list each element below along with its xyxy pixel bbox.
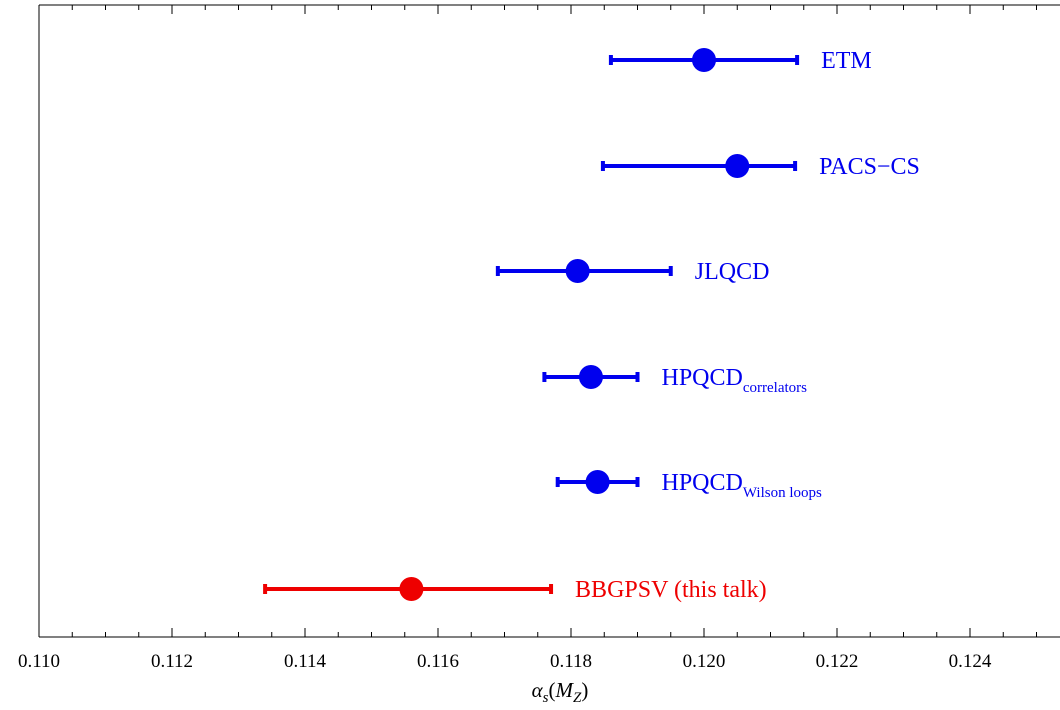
x-tick-label: 0.118 — [550, 651, 592, 672]
plot-frame — [38, 4, 1060, 638]
data-point-group: JLQCD — [495, 259, 770, 285]
x-axis-tick-labels: 0.110 0.112 0.114 0.116 0.118 0.120 0.122 0.124 — [18, 651, 992, 672]
data-point-label: HPQCDWilson loops — [662, 470, 823, 501]
x-tick-label: 0.112 — [151, 651, 193, 672]
data-point-marker — [565, 259, 590, 283]
data-point-label-main: BBGPSV (this talk) — [575, 577, 767, 603]
xlabel-open: ( — [549, 678, 556, 702]
data-point-label: JLQCD — [695, 259, 770, 285]
data-point-label-main: HPQCD — [662, 365, 743, 391]
data-point-label: PACS−CS — [819, 154, 920, 180]
data-point-group: HPQCDWilson loops — [555, 470, 823, 501]
data-point-marker — [692, 48, 716, 72]
x-tick-label: 0.110 — [18, 651, 60, 672]
xlabel-close: ) — [581, 678, 588, 702]
xlabel-symbol: α — [532, 678, 544, 702]
data-series: ETMPACS−CSJLQCDHPQCDcorrelatorsHPQCDWils… — [263, 48, 920, 603]
x-tick-label: 0.122 — [816, 651, 859, 672]
data-point-label-main: JLQCD — [695, 259, 770, 285]
xlabel-arg: M — [555, 678, 575, 702]
xlabel-arg-sub: Z — [573, 690, 582, 706]
data-point-label-main: ETM — [821, 48, 872, 74]
data-point-marker — [585, 470, 610, 494]
x-tick-label: 0.114 — [284, 651, 327, 672]
data-point-label-main: PACS−CS — [819, 154, 920, 180]
data-point-group: ETM — [608, 48, 872, 74]
x-tick-label: 0.120 — [683, 651, 726, 672]
data-point-group: BBGPSV (this talk) — [263, 577, 767, 603]
x-tick-label: 0.116 — [417, 651, 459, 672]
data-point-group: HPQCDcorrelators — [542, 365, 808, 396]
data-point-label: BBGPSV (this talk) — [575, 577, 767, 603]
xlabel-symbol-sub: s — [543, 690, 549, 706]
data-point-label-sub: Wilson loops — [743, 485, 822, 501]
x-axis-ticks — [38, 5, 1037, 637]
data-point-label-main: HPQCD — [662, 470, 743, 496]
data-point-label: ETM — [821, 48, 872, 74]
data-point-marker — [578, 365, 603, 389]
data-point-marker — [399, 577, 424, 601]
x-tick-label: 0.124 — [949, 651, 992, 672]
data-point-label-sub: correlators — [743, 380, 807, 396]
data-point-group: PACS−CS — [600, 154, 920, 180]
data-point-label: HPQCDcorrelators — [662, 365, 808, 396]
data-point-marker — [725, 154, 750, 178]
x-axis-label: αs(MZ) — [532, 678, 589, 706]
